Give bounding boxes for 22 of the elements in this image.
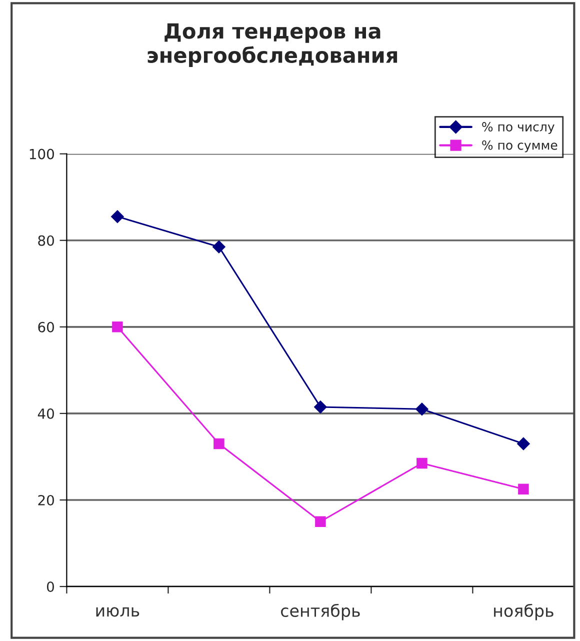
legend-label: % по числу — [482, 122, 554, 134]
point — [518, 484, 529, 495]
x-tick-label: июль — [96, 607, 140, 617]
point — [416, 402, 428, 416]
point — [214, 438, 224, 450]
point — [314, 400, 327, 414]
x-tick-label: ноябрь — [494, 604, 554, 620]
y-tick-label: 80 — [38, 235, 54, 246]
legend-label: % по сумме — [482, 140, 558, 152]
point — [112, 322, 123, 332]
point — [315, 516, 326, 527]
y-tick-label: 0 — [46, 581, 54, 592]
y-tick-label: 60 — [38, 322, 54, 332]
chart-title: Доля тендеров на энергообследования — [148, 23, 398, 68]
x-tick-label: сентябрь — [281, 604, 360, 620]
y-tick-label: 100 — [30, 148, 54, 160]
point — [416, 458, 428, 469]
point — [212, 240, 226, 254]
y-tick-label: 40 — [38, 408, 54, 419]
point — [111, 210, 124, 223]
point — [517, 437, 530, 450]
y-tick-label: 20 — [38, 494, 54, 506]
